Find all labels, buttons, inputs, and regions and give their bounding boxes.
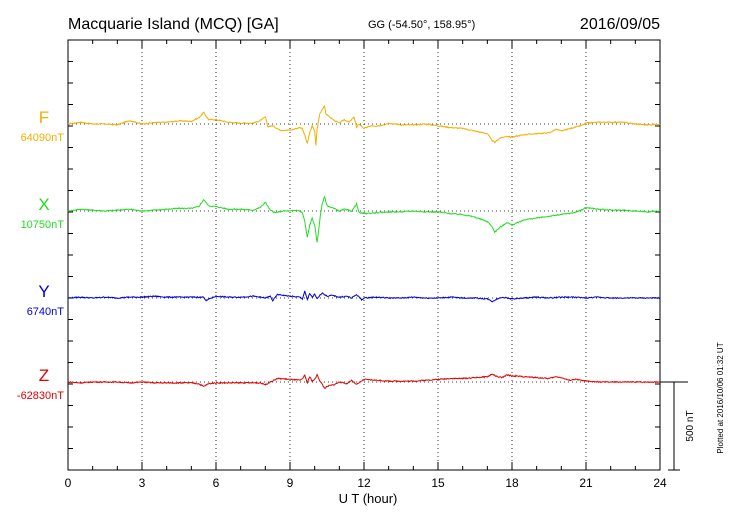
series-baseline-f: 64090nT	[21, 132, 65, 144]
series-lines	[67, 105, 661, 389]
axis-ticks: 0 3 6 9 12 15 18 21 24	[65, 39, 667, 490]
x-tick-label: 9	[287, 476, 294, 490]
series-name-z: Z	[39, 366, 49, 385]
x-tick-label: 0	[65, 476, 72, 490]
series-baseline-x: 10750nT	[21, 219, 65, 231]
series-baseline-y: 6740nT	[27, 306, 65, 318]
plotted-note: Plotted at 2016/10/06 01:32 UT	[716, 342, 725, 453]
x-tick-label: 24	[653, 476, 667, 490]
series-line-f	[67, 105, 661, 146]
series-name-x: X	[38, 195, 49, 214]
series-line-x	[67, 195, 661, 243]
series-line-y	[67, 290, 661, 303]
series-baseline-z: -62830nT	[17, 390, 64, 402]
scale-bar-label: 500 nT	[685, 410, 696, 441]
x-tick-label: 3	[139, 476, 146, 490]
x-tick-label: 12	[357, 476, 371, 490]
coordinates-label: GG (-54.50°, 158.95°)	[368, 19, 475, 31]
series-labels: F 64090nT X 10750nT Y 6740nT Z -62830nT	[17, 108, 64, 402]
series-name-f: F	[39, 108, 49, 127]
grid-lines	[68, 40, 660, 470]
scale-bar: 500 nT	[660, 381, 696, 471]
x-tick-label: 18	[505, 476, 519, 490]
x-axis-title: U T (hour)	[339, 491, 398, 506]
date-label: 2016/09/05	[580, 16, 660, 33]
x-tick-label: 15	[431, 476, 445, 490]
x-tick-label: 6	[213, 476, 220, 490]
series-name-y: Y	[38, 282, 49, 301]
station-title: Macquarie Island (MCQ) [GA]	[68, 16, 279, 33]
series-line-z	[68, 373, 661, 389]
x-tick-label: 21	[579, 476, 593, 490]
